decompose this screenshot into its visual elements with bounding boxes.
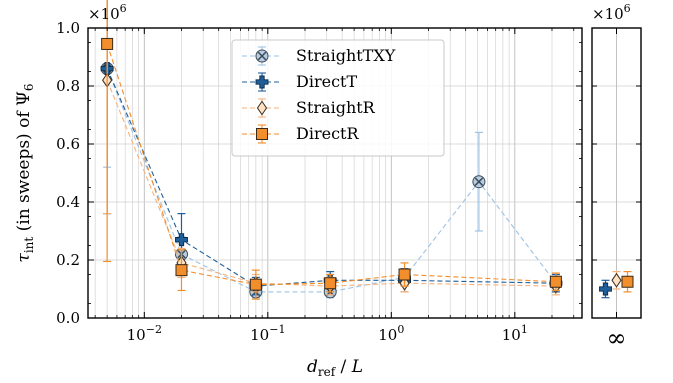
legend-entry-straightr: StraightR [242,98,376,118]
data-point [175,233,188,247]
x-axis-label: dref / L [307,357,363,379]
data-point [101,37,114,50]
data-point [621,275,634,288]
point-square [549,275,562,288]
data-point [175,264,188,277]
legend-box [231,39,445,157]
legend-entry-directt: DirectT [242,72,357,92]
point-square [398,268,411,281]
point-square [249,278,262,291]
point-square [324,277,337,290]
inset-x-tick-label: ∞ [607,324,627,352]
y-tick-label: 0.2 [56,251,80,269]
legend-label: DirectR [296,124,359,143]
data-point [549,275,562,288]
axes: 0.0 0.2 0.4 0.6 0.8 1.0 10−2 10−1 100 101 ∞ ×106 ×10… [14,2,642,379]
data-point [472,175,486,189]
y-tick-label: 1.0 [56,19,80,37]
main-plot-frame [87,27,583,319]
data-point [249,278,262,291]
x-tick-label: 100 [378,323,404,344]
y-tick-label: 0.6 [56,135,80,153]
data-point [398,268,411,281]
data-point [255,75,269,89]
y-multiplier-main: ×106 [88,2,127,23]
inset-series-straightr [611,271,622,290]
point-cross [257,51,267,61]
legend: StraightTXY DirectT StraightR DirectR [231,39,445,157]
series-line [106,79,556,287]
y-axis-label: τint (in sweeps) of Ψ6 [14,83,36,262]
data-point [599,282,612,296]
x-tick-label: 10−1 [250,323,285,344]
y-multiplier-inset: ×106 [592,2,631,23]
point-plus [599,282,612,296]
point-cross [474,177,484,186]
y-tick-label: 0.0 [56,309,80,327]
point-square [621,275,634,288]
y-tick-label: 0.8 [56,77,80,95]
point-plus [175,233,188,247]
point-plus [255,75,269,89]
series-layer [100,0,634,300]
legend-label: DirectT [296,72,357,91]
x-tick-label: 10−2 [127,323,162,344]
series-directr [101,0,562,300]
point-square [101,37,114,50]
data-point [256,100,268,116]
data-point [324,277,337,290]
x-tick-label: 101 [502,323,528,344]
legend-label: StraightTXY [296,46,396,65]
legend-entry-straighttxy: StraightTXY [242,46,396,66]
point-square [256,128,268,140]
y-tick-label: 0.4 [56,193,80,211]
point-square [175,264,188,277]
series-line [106,43,556,286]
series-line [106,68,556,287]
legend-label: StraightR [296,98,376,117]
inset-series-directr [621,271,634,293]
data-point [255,49,269,63]
point-diamond [611,272,622,288]
legend-entry-directr: DirectR [242,124,359,144]
data-point [611,272,622,288]
point-diamond [256,100,268,116]
data-point [256,128,268,140]
inset-series-directt [599,279,612,299]
